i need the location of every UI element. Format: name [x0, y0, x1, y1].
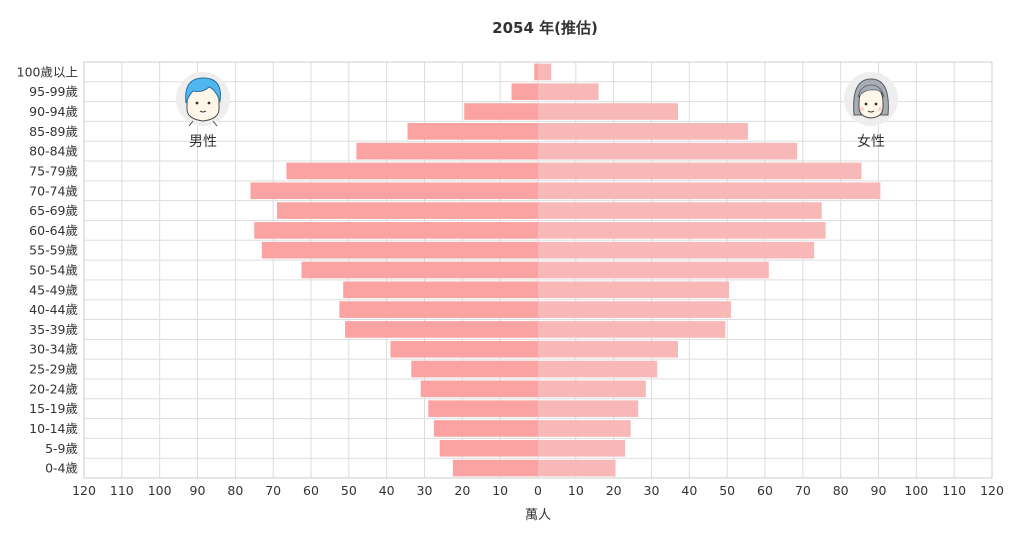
x-tick-label: 100: [904, 483, 928, 498]
y-tick-label: 0-4歲: [45, 461, 78, 476]
female-bar: [538, 400, 639, 417]
male-bar: [390, 340, 538, 358]
male-bar: [411, 360, 538, 378]
x-tick-label: 90: [871, 483, 887, 498]
female-bar: [538, 360, 658, 378]
female-bar: [538, 182, 881, 200]
x-tick-label: 40: [379, 483, 395, 498]
x-tick-label: 30: [644, 483, 660, 498]
x-tick-label: 0: [534, 483, 542, 498]
y-tick-label: 25-29歲: [29, 362, 78, 377]
female-bar: [538, 162, 862, 180]
x-tick-label: 40: [681, 483, 697, 498]
x-tick-label: 20: [454, 483, 470, 498]
chart-title: 2054 年(推估): [492, 19, 598, 37]
male-bar: [276, 202, 538, 219]
y-tick-label: 45-49歲: [29, 282, 78, 297]
x-tick-label: 80: [833, 483, 849, 498]
y-tick-label: 65-69歲: [29, 203, 78, 218]
y-tick-label: 85-89歲: [29, 124, 78, 139]
female-bar: [538, 301, 731, 318]
y-tick-label: 35-39歲: [29, 322, 78, 337]
y-axis-tick-labels: 100歲以上 95-99歲 90-94歲 85-89歲 80-84歲 75-79歲 70-7…: [17, 64, 78, 475]
male-bar: [420, 380, 538, 398]
female-bar: [538, 459, 616, 477]
male-bar: [452, 459, 538, 477]
male-bar: [433, 420, 538, 437]
x-tick-label: 80: [227, 483, 243, 498]
x-tick-label: 20: [606, 483, 622, 498]
male-bar: [254, 222, 538, 239]
x-tick-label: 100: [148, 483, 172, 498]
female-bar: [538, 83, 599, 101]
female-label: 女性: [857, 133, 885, 150]
plot-frame: [83, 61, 993, 479]
female-bar: [538, 281, 730, 299]
female-bar: [538, 420, 631, 437]
y-tick-label: 100歲以上: [17, 64, 78, 79]
y-tick-label: 55-59歲: [29, 243, 78, 258]
x-tick-label: 60: [303, 483, 319, 498]
x-tick-label: 10: [568, 483, 584, 498]
x-tick-label: 70: [795, 483, 811, 498]
female-avatar-icon: [844, 72, 898, 126]
x-tick-label: 50: [719, 483, 735, 498]
male-bar: [343, 281, 538, 299]
female-bar: [538, 202, 822, 219]
male-bar: [428, 400, 538, 417]
female-bar: [538, 321, 726, 338]
female-bar: [538, 123, 748, 140]
male-bar: [261, 241, 538, 259]
x-tick-label: 120: [72, 483, 96, 498]
male-bar: [407, 123, 538, 140]
male-label: 男性: [189, 134, 217, 150]
x-tick-label: 50: [341, 483, 357, 498]
female-bar: [538, 261, 769, 279]
x-tick-label: 60: [757, 483, 773, 498]
male-bar: [345, 321, 538, 338]
x-axis-tick-labels: 120 110 100 90 80 70 60 50 40 30 20 10 0 10 20 30 40 50 60…: [72, 483, 1004, 498]
female-bar: [538, 439, 626, 457]
female-bar: [538, 63, 552, 81]
y-tick-label: 30-34歲: [29, 342, 78, 357]
x-tick-label: 70: [265, 483, 281, 498]
y-tick-label: 60-64歲: [29, 223, 78, 238]
y-tick-label: 50-54歲: [29, 263, 78, 278]
male-avatar-icon: [176, 72, 230, 127]
y-tick-label: 40-44歲: [29, 302, 78, 317]
male-bar: [250, 182, 538, 200]
y-tick-label: 20-24歲: [29, 381, 78, 396]
female-bar: [538, 380, 646, 398]
y-tick-label: 80-84歲: [29, 144, 78, 159]
y-tick-label: 90-94歲: [29, 104, 78, 119]
male-bar: [339, 301, 538, 318]
female-bar: [538, 241, 815, 259]
x-tick-label: 110: [942, 483, 966, 498]
female-bar: [538, 142, 798, 160]
y-tick-label: 10-14歲: [29, 421, 78, 436]
female-bar: [538, 340, 678, 358]
male-bar: [286, 162, 538, 180]
x-tick-label: 10: [492, 483, 508, 498]
male-bar: [464, 103, 538, 120]
male-bar: [511, 83, 538, 101]
male-bar: [356, 142, 538, 160]
bars: [250, 63, 881, 477]
male-bar: [534, 63, 538, 81]
y-tick-label: 5-9歲: [45, 441, 78, 456]
y-tick-label: 95-99歲: [29, 84, 78, 99]
y-tick-label: 15-19歲: [29, 401, 78, 416]
male-bar: [439, 439, 538, 457]
x-tick-label: 120: [980, 483, 1004, 498]
x-axis-label: 萬人: [525, 508, 551, 523]
x-tick-label: 110: [110, 483, 134, 498]
male-bar: [301, 261, 538, 279]
y-tick-label: 75-79歲: [29, 163, 78, 178]
x-tick-label: 30: [417, 483, 433, 498]
x-tick-label: 90: [190, 483, 206, 498]
female-bar: [538, 222, 826, 239]
female-bar: [538, 103, 678, 120]
y-tick-label: 70-74歲: [29, 183, 78, 198]
